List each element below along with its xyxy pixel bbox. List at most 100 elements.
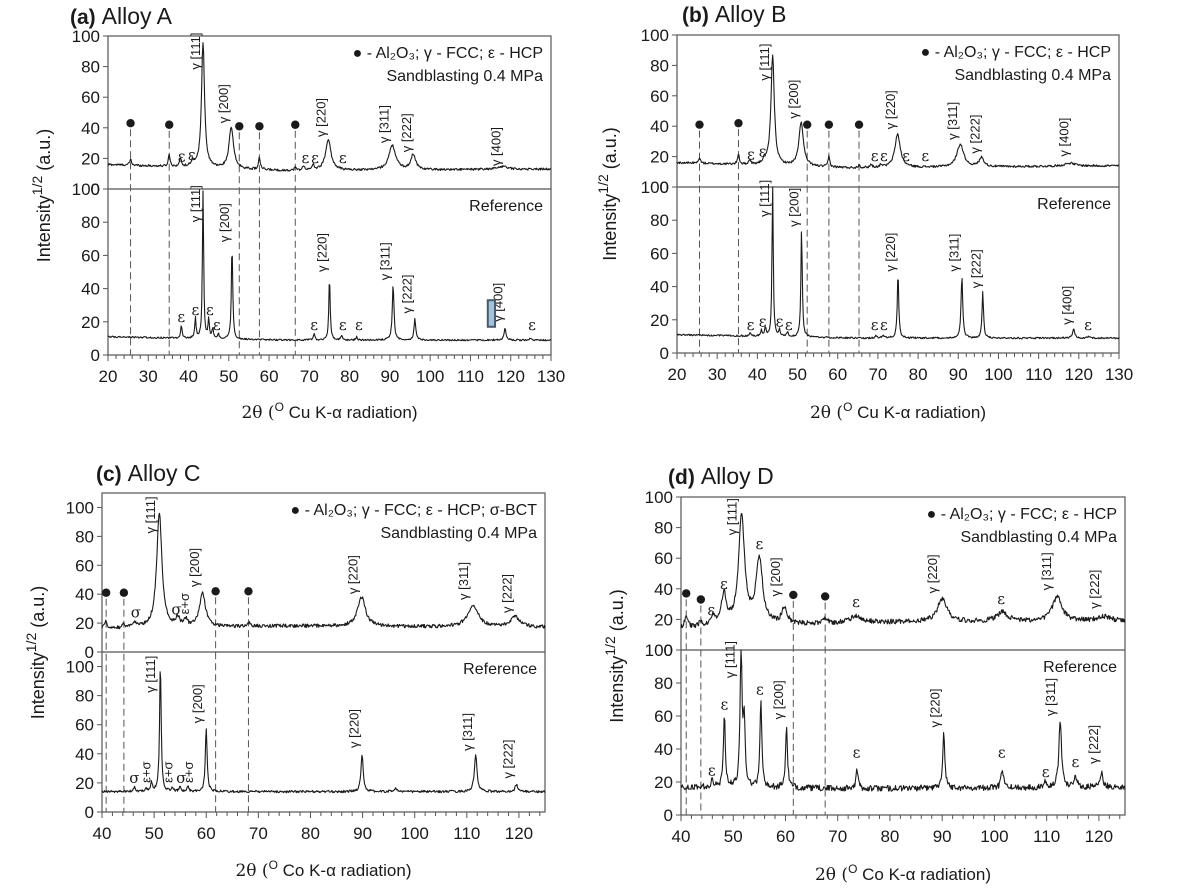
x-tick-label: 90 <box>380 367 399 386</box>
condition-label-sandblasting: Sandblasting 0.4 MPa <box>380 525 537 542</box>
peak-label: ε+σ <box>160 761 175 782</box>
y-tick-label: 100 <box>641 26 669 45</box>
x-tick-label: 40 <box>179 367 198 386</box>
x-tick-label: 70 <box>868 365 887 384</box>
x-tick-label: 40 <box>672 827 691 846</box>
panel-letter: (a) <box>70 6 96 29</box>
xrd-pattern-bottom <box>101 671 546 794</box>
peak-label: γ [111] <box>757 43 772 80</box>
peak-label: γ [222] <box>399 113 414 152</box>
peak-label: ε <box>310 316 318 334</box>
peak-label: γ [311] <box>946 234 961 272</box>
peak-label: γ [200] <box>187 548 202 587</box>
panel-title: (b) Alloy B <box>682 1 786 27</box>
peak-label: ε <box>747 146 755 164</box>
peak-label: ε+σ <box>177 593 192 614</box>
peak-label: ε <box>997 590 1005 608</box>
x-tick-label: 20 <box>668 365 687 384</box>
peak-label: ε <box>720 695 728 713</box>
y-tick-label: 0 <box>664 806 673 825</box>
peak-label: γ [200] <box>771 680 786 719</box>
peak-label: ε <box>880 316 888 334</box>
peak-label: ε <box>852 593 860 611</box>
x-tick-label: 40 <box>748 365 767 384</box>
al2o3-marker-dot <box>854 120 864 129</box>
peak-label: ε <box>921 147 929 165</box>
peak-label: γ [222] <box>1086 725 1101 764</box>
y-tick-label: 20 <box>654 610 673 629</box>
peak-label: γ [200] <box>786 80 801 119</box>
peak-label: ε <box>301 149 309 167</box>
x-axis-title: 2θ (O Cu K-α radiation) <box>810 400 986 423</box>
peak-label: ε <box>1071 753 1079 771</box>
peak-label: ε <box>720 575 728 593</box>
peak-label: γ [220] <box>315 233 330 272</box>
peak-label: γ [400] <box>1060 286 1075 325</box>
peak-label: ε <box>339 316 347 334</box>
y-tick-label: 0 <box>91 180 100 199</box>
peak-label: γ [111] <box>724 498 739 535</box>
peak-label: ε <box>759 312 767 330</box>
y-tick-label: 0 <box>660 344 669 363</box>
al2o3-marker-dot <box>211 587 220 596</box>
x-tick-label: 80 <box>909 365 928 384</box>
peak-label: γ [311] <box>456 562 471 600</box>
peak-label: γ [222] <box>500 574 515 613</box>
al2o3-marker-dot <box>802 120 812 129</box>
peak-label: ε <box>355 316 363 334</box>
y-tick-label: 100 <box>645 641 673 660</box>
y-tick-label: 60 <box>81 246 100 265</box>
plot-frame <box>680 496 1126 816</box>
peak-label: ε <box>213 316 221 334</box>
panel-alloy-name: Alloy C <box>128 460 201 486</box>
x-tick-label: 70 <box>249 824 268 843</box>
y-tick-label: 100 <box>72 180 100 199</box>
xrd-pattern-top <box>676 54 1120 169</box>
y-tick-label: 80 <box>81 213 100 232</box>
peak-label: ε <box>871 316 879 334</box>
y-tick-label: 100 <box>645 488 673 507</box>
x-tick-label: 110 <box>1025 365 1052 384</box>
peak-label: γ [111] <box>143 656 158 693</box>
peak-label: ε <box>998 743 1006 761</box>
panel-alloy-name: Alloy B <box>715 1 787 27</box>
y-tick-label: 40 <box>75 745 94 764</box>
y-tick-label: 20 <box>75 614 94 633</box>
peak-label: γ [222] <box>968 249 983 288</box>
condition-label-reference: Reference <box>1043 659 1117 676</box>
x-tick-label: 90 <box>949 365 968 384</box>
phase-legend: ● - Al₂O₃; γ - FCC; ε - HCP; σ-BCT <box>290 502 537 519</box>
peak-label: ε <box>785 316 793 334</box>
y-tick-label: 40 <box>75 585 94 604</box>
x-tick-label: 50 <box>788 365 807 384</box>
y-tick-label: 40 <box>654 580 673 599</box>
peak-label: σ <box>131 603 141 621</box>
al2o3-marker-dot <box>820 592 830 601</box>
x-tick-label: 30 <box>139 367 158 386</box>
peak-label: ε <box>1084 316 1092 334</box>
x-tick-label: 130 <box>1105 365 1133 384</box>
peak-label: ε <box>339 149 347 167</box>
condition-label-sandblasting: Sandblasting 0.4 MPa <box>386 68 543 85</box>
y-tick-label: 100 <box>66 658 94 677</box>
x-tick-label: 100 <box>401 824 429 843</box>
peak-label: γ [222] <box>501 740 516 779</box>
al2o3-marker-dot <box>119 588 129 597</box>
peak-label: γ [220] <box>346 709 361 748</box>
peak-label: ε <box>759 143 767 161</box>
x-tick-label: 110 <box>453 824 480 843</box>
y-tick-label: 80 <box>75 527 94 546</box>
xrd-pattern-bottom <box>676 186 1120 340</box>
peak-label: γ [200] <box>216 84 231 123</box>
y-tick-label: 0 <box>85 803 94 822</box>
y-tick-label: 80 <box>75 687 94 706</box>
al2o3-marker-dot <box>165 120 174 129</box>
al2o3-marker-dot <box>734 118 743 128</box>
al2o3-marker-dot <box>255 122 264 131</box>
peak-label: σ <box>171 600 181 618</box>
y-axis-title: Intensity1/2 (a.u.) <box>23 586 48 720</box>
